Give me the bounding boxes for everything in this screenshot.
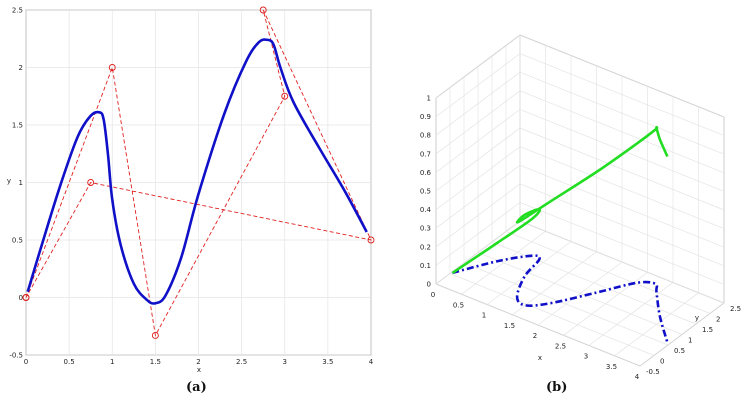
control-point-marker: [108, 64, 116, 71]
x-tick-label: 0: [431, 291, 435, 299]
gridline-back-z: [519, 34, 725, 118]
z-tick-label: 0.8: [420, 132, 431, 140]
x-tick-label: 2.5: [555, 342, 566, 350]
control-point-marker: [281, 92, 289, 100]
gridline-back-z: [519, 90, 725, 174]
z-tick-label: 0.2: [420, 243, 431, 251]
gridline-back-z: [519, 71, 725, 155]
gridline-left-z: [435, 183, 521, 248]
y-tick-label: 1: [688, 337, 692, 345]
ticks-a: 0 0.5 1 1.5 2 2.5 3 3.5 4-0.500.511.522.5: [9, 7, 373, 367]
x-tick-label: 4: [635, 373, 640, 381]
x-tick-label: 1: [110, 358, 114, 366]
y-axis-label-b: y: [695, 314, 699, 322]
x-tick-label: 0.5: [64, 358, 75, 366]
gridline-back-z: [519, 183, 725, 267]
spline-curve: [26, 38, 368, 305]
x-axis-label-a: x: [197, 366, 201, 374]
caption-a: (a): [186, 380, 207, 395]
x-tick-label: 4: [369, 358, 374, 366]
z-tick-label: 0.7: [420, 150, 431, 158]
gridline-floor-y: [477, 252, 683, 335]
x-tick-label: 3: [584, 353, 588, 361]
x-tick-label: 1: [482, 312, 486, 320]
control-point-marker: [259, 6, 267, 14]
x-tick-label: 1.5: [150, 358, 161, 366]
gridline-left-z: [435, 164, 521, 229]
z-tick-label: 0.5: [420, 188, 431, 196]
y-tick-label: 2.5: [730, 305, 741, 313]
z-tick-label: 0: [427, 281, 431, 289]
z-tick-label: 0.3: [420, 225, 431, 233]
x-tick-label: 2: [196, 358, 200, 366]
grid-b: [435, 34, 725, 367]
x-tick-label: 2.5: [236, 358, 247, 366]
y-tick-label: 0.5: [674, 347, 685, 355]
gridline-back-z: [519, 220, 725, 304]
z-tick-label: 0.4: [420, 206, 432, 214]
y-tick-label: 0: [19, 294, 23, 302]
gridline-left-z: [435, 53, 521, 117]
z-tick-label: 0.1: [420, 262, 431, 270]
y-tick-label: 2: [19, 64, 23, 72]
y-tick-label: 2.5: [12, 7, 23, 15]
gridline-floor-y: [463, 262, 669, 346]
y-axis-label-a: y: [7, 177, 11, 185]
y-tick-label: 0.5: [12, 237, 23, 245]
gridline-floor-y: [435, 283, 641, 367]
gridline-left-z: [435, 109, 521, 173]
control-point-marker: [22, 294, 30, 301]
gridline-left-z: [435, 34, 521, 99]
gridline-floor-y: [505, 231, 711, 314]
y-tick-label: 1.5: [12, 122, 23, 130]
x-axis-label-b: x: [538, 354, 542, 362]
gridline-back-z: [519, 202, 725, 285]
gridline-left-z: [435, 90, 521, 155]
y-tick-label: 0: [660, 358, 664, 366]
control-polygon-line: [25, 9, 372, 337]
gridline-left-z: [435, 220, 521, 285]
gridline-floor-y: [449, 273, 655, 356]
series-b: [451, 126, 669, 343]
panel-a: 0 0.5 1 1.5 2 2.5 3 3.5 4-0.500.511.522.5 x y: [7, 6, 375, 374]
x-tick-label: 0: [24, 358, 28, 366]
ticks-b: 00.511.522.533.54-0.500.511.522.500.10.2…: [420, 95, 741, 382]
gridline-back-z: [519, 53, 725, 136]
gridline-back-z: [519, 164, 725, 248]
gridline-left-z: [435, 202, 521, 266]
y-tick-label: 1: [19, 179, 23, 187]
y-tick-label: 1.5: [702, 326, 713, 334]
y-tick-label: -0.5: [9, 352, 23, 360]
control-point-marker: [367, 236, 375, 244]
control-point-marker: [87, 179, 95, 186]
x-tick-label: 3.5: [322, 358, 333, 366]
series-a: [22, 6, 375, 339]
caption-b: (b): [546, 380, 568, 395]
gridline-left-z: [435, 146, 521, 210]
z-tick-label: 1: [427, 95, 431, 103]
x-tick-label: 1.5: [504, 322, 515, 330]
gridline-back-z: [519, 109, 725, 192]
y-tick-label: 2: [716, 316, 720, 324]
axes-box-b: [435, 34, 725, 367]
gridline-left-z: [435, 71, 521, 136]
space-curve: [451, 126, 669, 274]
z-tick-label: 0.6: [420, 169, 432, 177]
x-tick-label: 2: [533, 332, 537, 340]
panel-b: 00.511.522.533.54-0.500.511.522.500.10.2…: [420, 34, 741, 382]
gridline-left-z: [435, 127, 521, 192]
x-tick-label: 0.5: [453, 301, 464, 309]
x-tick-label: 3.5: [606, 363, 617, 371]
gridline-back-z: [519, 146, 725, 229]
x-tick-label: 3: [283, 358, 287, 366]
projected-curve: [452, 254, 669, 343]
z-tick-label: 0.9: [420, 113, 431, 121]
control-point-marker: [151, 332, 159, 339]
y-tick-label: -0.5: [646, 368, 660, 376]
gridline-back-z: [519, 127, 725, 211]
